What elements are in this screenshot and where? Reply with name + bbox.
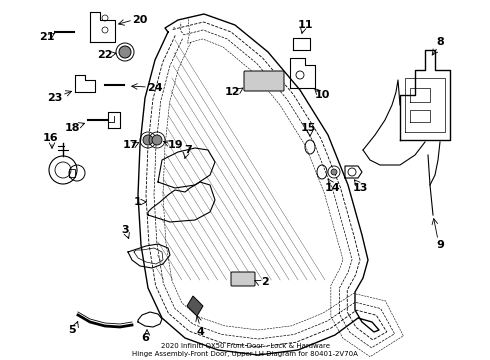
Text: 10: 10 (314, 90, 330, 100)
Circle shape (143, 135, 153, 145)
Text: 7: 7 (184, 145, 192, 155)
Text: 21: 21 (39, 32, 55, 42)
Text: 5: 5 (68, 325, 76, 335)
Text: 14: 14 (324, 183, 340, 193)
Text: 8: 8 (436, 37, 444, 47)
Text: 18: 18 (64, 123, 80, 133)
Text: 4: 4 (196, 327, 204, 337)
Polygon shape (187, 296, 203, 316)
Text: 15: 15 (300, 123, 316, 133)
Text: 11: 11 (297, 20, 313, 30)
Text: 23: 23 (48, 93, 63, 103)
Circle shape (331, 169, 337, 175)
Text: 20: 20 (132, 15, 147, 25)
Circle shape (119, 46, 131, 58)
Text: 19: 19 (167, 140, 183, 150)
Text: 22: 22 (97, 50, 113, 60)
FancyBboxPatch shape (244, 71, 284, 91)
Text: 9: 9 (436, 240, 444, 250)
Text: 12: 12 (224, 87, 240, 97)
Text: 2020 Infiniti QX50 Front Door - Lock & Hardware
Hinge Assembly-Front Door, Upper: 2020 Infiniti QX50 Front Door - Lock & H… (132, 343, 358, 357)
Text: 1: 1 (134, 197, 142, 207)
Text: 3: 3 (121, 225, 129, 235)
Text: 24: 24 (147, 83, 163, 93)
Text: 13: 13 (352, 183, 368, 193)
FancyBboxPatch shape (231, 272, 255, 286)
Text: 6: 6 (141, 333, 149, 343)
Circle shape (152, 135, 162, 145)
Text: 16: 16 (42, 133, 58, 143)
Text: 17: 17 (122, 140, 138, 150)
Text: 2: 2 (261, 277, 269, 287)
